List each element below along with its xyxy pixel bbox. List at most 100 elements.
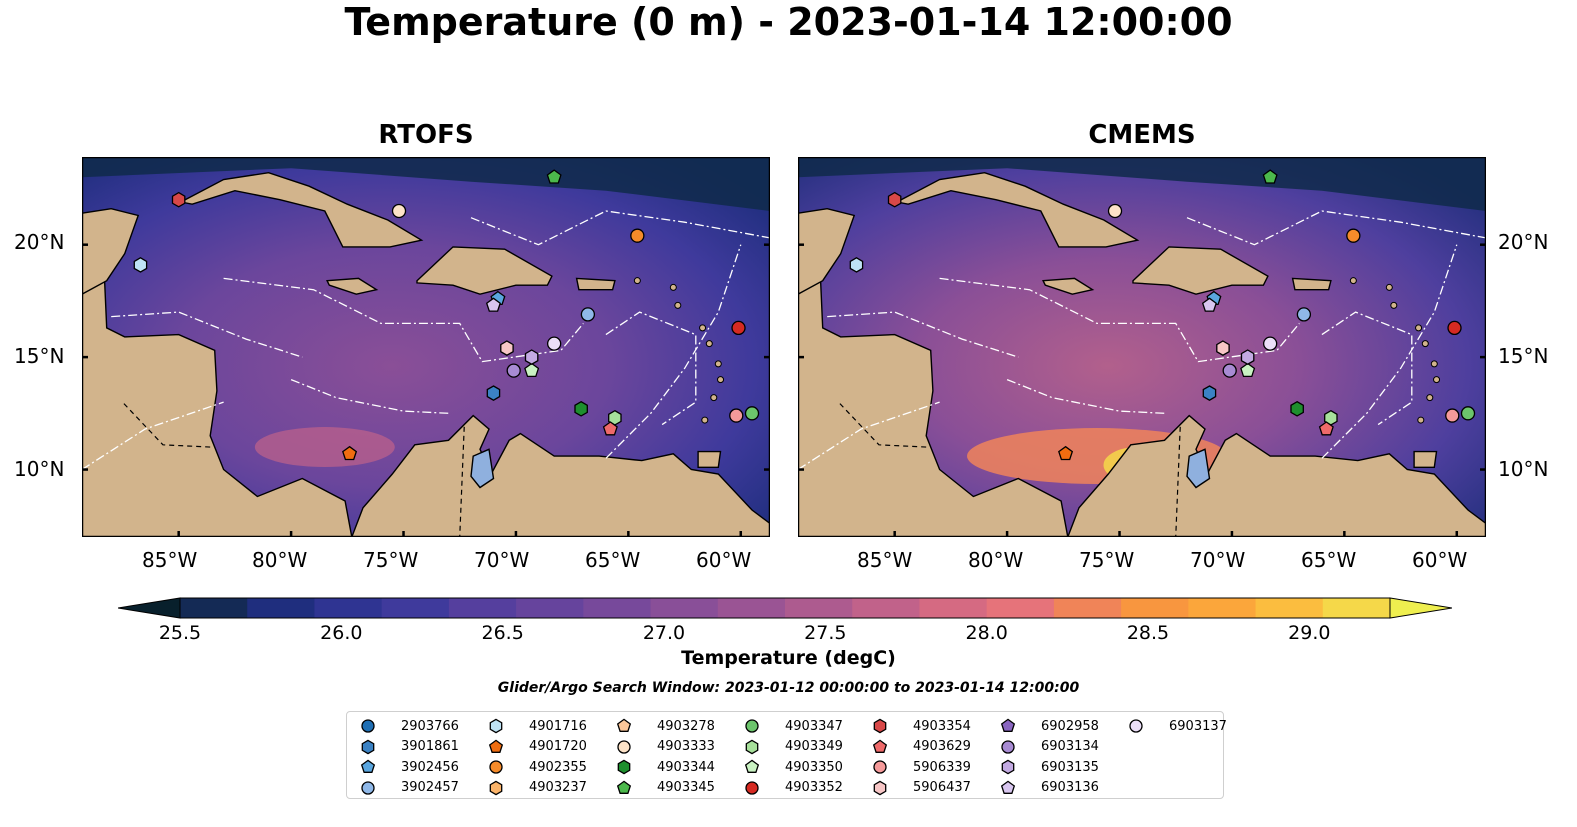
pentagon-marker-icon (616, 780, 632, 794)
legend-marker-4903350 (744, 759, 760, 773)
platform-marker-4903333 (1107, 203, 1123, 219)
colorbar-segment (180, 598, 248, 618)
lesser-antilles-island (699, 324, 707, 332)
legend-label: 4903333 (657, 739, 715, 754)
legend-item-4902355: 4902355 (487, 757, 587, 777)
legend-item-3902457: 3902457 (359, 778, 459, 798)
legend-item-2903766: 2903766 (359, 716, 459, 736)
legend-marker-4903352 (745, 780, 759, 795)
colorbar-segment (583, 598, 652, 618)
circle-marker-icon (361, 780, 375, 795)
legend-marker-2903766 (361, 719, 375, 733)
lat-label-right-15n: 15°N (1498, 344, 1549, 368)
eez-boundary (111, 311, 303, 358)
legend-marker-6903136 (1000, 780, 1016, 794)
legend-item-4903349: 4903349 (743, 737, 843, 757)
central-america-land (798, 277, 1069, 537)
map-frame (82, 157, 770, 537)
platform-marker-4902355 (1346, 228, 1361, 243)
legend-marker-3902456 (360, 759, 376, 773)
map-panel-rtofs (82, 157, 770, 537)
country-border (122, 401, 211, 448)
eez-boundary (1321, 311, 1413, 426)
lat-label-left-15n: 15°N (14, 344, 65, 368)
lesser-antilles-island (633, 277, 641, 285)
jamaica-land (326, 277, 379, 295)
hexagon-marker-icon (361, 739, 375, 754)
lon-label-right-65w: 65°W (1301, 548, 1357, 572)
legend-item-5906339: 5906339 (871, 757, 971, 777)
legend-item-4901716: 4901716 (487, 716, 587, 736)
colorbar-segment (1255, 598, 1324, 618)
platform-marker-4901720 (1058, 445, 1074, 461)
jamaica-land (1042, 277, 1095, 295)
platform-marker-4903350 (1240, 362, 1256, 378)
colorbar-segment (448, 598, 517, 618)
legend-item-4901720: 4901720 (487, 737, 587, 757)
legend-item-6903134: 6903134 (999, 737, 1099, 757)
colorbar-tick-label: 26.5 (481, 622, 524, 644)
legend-label: 4903344 (657, 759, 715, 775)
legend-marker-4903237 (489, 780, 503, 795)
pentagon-marker-icon (1000, 780, 1016, 794)
platform-marker-4903354 (171, 191, 186, 208)
circle-marker-icon (745, 780, 759, 795)
platform-marker-3901861 (486, 385, 501, 401)
legend-item-4903629: 4903629 (871, 737, 971, 757)
south-america-land (1067, 414, 1486, 537)
legend-marker-4901720 (488, 739, 504, 753)
figure-title: Temperature (0 m) - 2023-01-14 12:00:00 (344, 0, 1233, 44)
legend-item-4903347: 4903347 (743, 716, 843, 736)
circle-marker-icon (617, 739, 631, 754)
legend-item-4903352: 4903352 (743, 778, 843, 798)
legend-label: 4903629 (913, 739, 971, 754)
search-window-note: Glider/Argo Search Window: 2023-01-12 00… (497, 680, 1080, 696)
pentagon-marker-icon (616, 718, 632, 732)
yucatan-land (798, 207, 856, 295)
platform-marker-4901720 (342, 445, 358, 461)
eez-boundary (605, 311, 697, 426)
legend-item-3901861: 3901861 (359, 737, 459, 757)
legend-marker-3902457 (361, 780, 375, 795)
lon-label-right-70w: 70°W (1190, 548, 1246, 572)
platform-legend: 2903766 3901861 3902456 3902457 4901716 49017… (346, 711, 1227, 799)
legend-item-3902456: 3902456 (359, 757, 459, 777)
colorbar-frame (179, 597, 1391, 619)
legend-label: 3902457 (401, 780, 459, 795)
south-america-land (351, 414, 770, 537)
platform-marker-4903352 (1447, 320, 1462, 336)
legend-marker-6903137 (1129, 719, 1143, 733)
legend-item-6903137: 6903137 (1127, 716, 1227, 736)
legend-marker-4903349 (745, 739, 759, 754)
colorbar-segment (516, 598, 584, 618)
platform-marker-4903345 (546, 169, 562, 184)
lesser-antilles-island (669, 283, 677, 291)
lon-label-right-60w: 60°W (1412, 548, 1468, 572)
platform-marker-6903136 (1201, 297, 1217, 312)
colorbar-tick-label: 28.0 (965, 622, 1008, 644)
lon-label-left-60w: 60°W (696, 548, 752, 572)
lon-label-right-85w: 85°W (857, 548, 913, 572)
circle-marker-icon (745, 719, 759, 733)
legend-marker-4902355 (489, 760, 503, 774)
colorbar-label: Temperature (degC) (681, 647, 896, 669)
platform-marker-5906339 (729, 408, 744, 423)
legend-marker-4901716 (489, 718, 503, 734)
legend-marker-4903344 (617, 759, 631, 775)
lesser-antilles-island (701, 416, 709, 424)
map-panel-cmems (798, 157, 1486, 537)
legend-label: 6903135 (1041, 759, 1099, 775)
colorbar-extend-high (1389, 597, 1452, 619)
lat-label-left-10n: 10°N (14, 457, 65, 481)
colorbar-tick-label: 28.5 (1126, 622, 1170, 644)
legend-marker-6903135 (1001, 759, 1015, 775)
legend-label: 4903350 (785, 759, 843, 775)
colorbar-segment (986, 598, 1055, 618)
legend-item-4903350: 4903350 (743, 757, 843, 777)
country-border (1175, 426, 1181, 537)
legend-label: 6902958 (1041, 718, 1099, 734)
lesser-antilles-island (1390, 301, 1398, 309)
circle-marker-icon (1129, 719, 1143, 733)
cuba-land (894, 171, 1140, 248)
country-border (838, 401, 927, 448)
